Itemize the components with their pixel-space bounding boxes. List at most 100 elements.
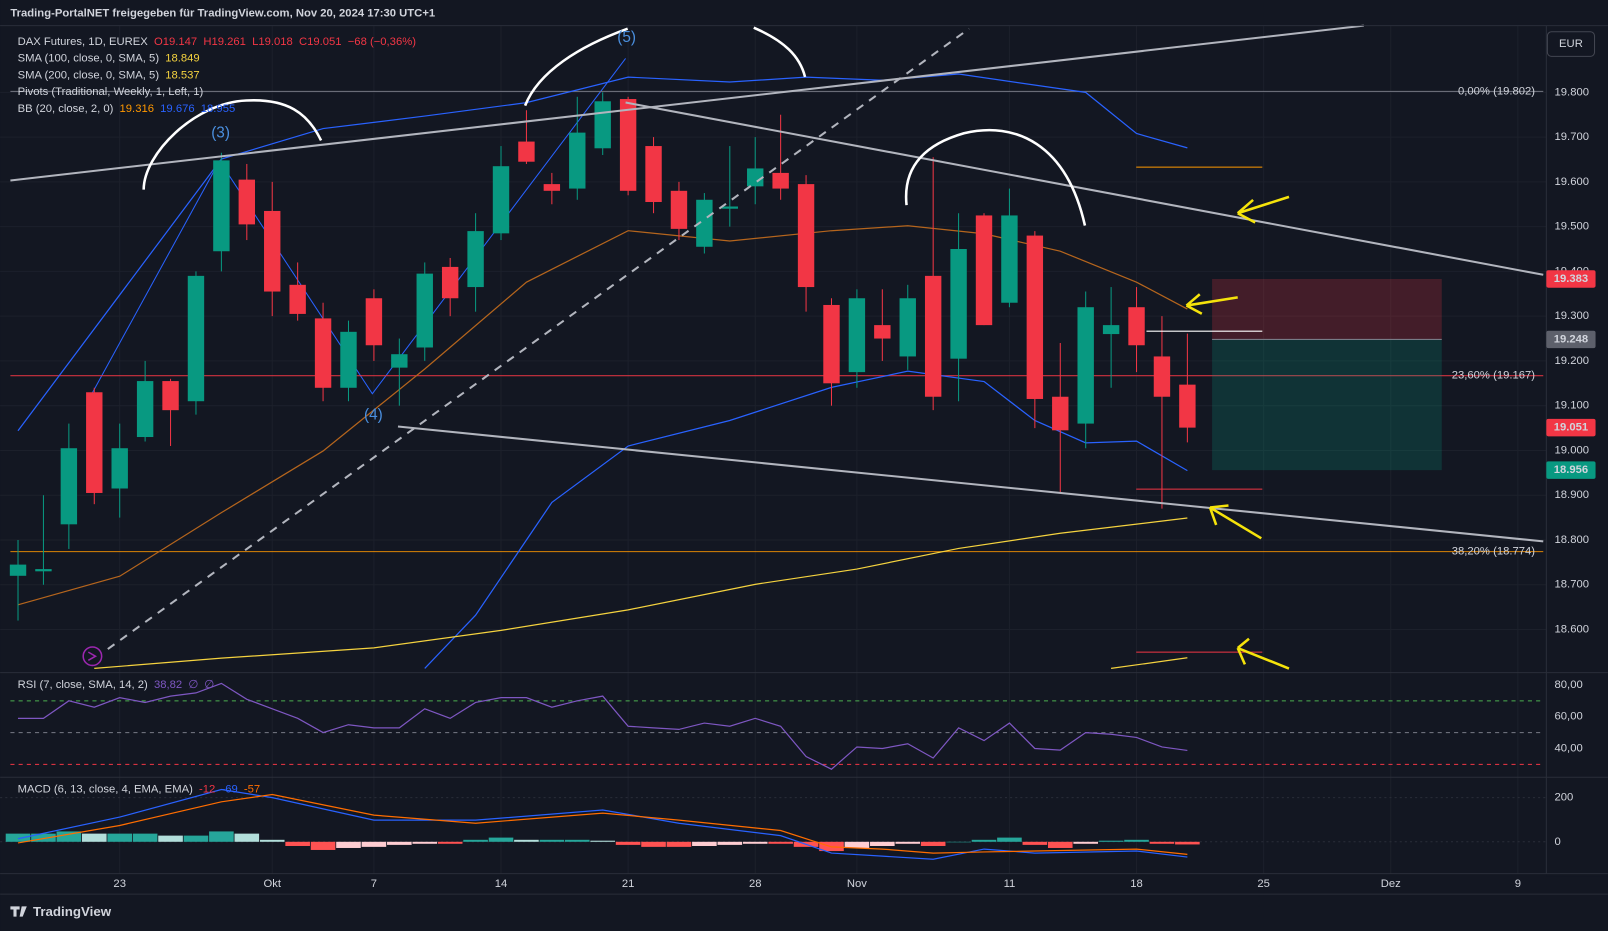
x-tick-label: 9 [1515, 878, 1521, 890]
price-axis-bg [1546, 25, 1608, 877]
brand: TradingView [33, 904, 112, 919]
legend-line: Pivots (Traditional, Weekly, 1, Left, 1) [18, 86, 204, 98]
candle-body [619, 99, 637, 191]
currency-button[interactable] [1546, 31, 1596, 57]
histogram-bar [387, 841, 412, 845]
brand-logo [10, 906, 27, 917]
candle-body [136, 381, 154, 438]
candle-body [289, 284, 306, 314]
arrow [1208, 504, 1262, 540]
legend-value: 18.537 [165, 69, 199, 81]
histogram-bar [81, 833, 107, 842]
y-tick-label: 19.100 [1555, 400, 1589, 412]
candle-body [162, 381, 179, 411]
axes: Trading-PortalNET freigegeben für Tradin… [0, 7, 1608, 919]
overlay-line [94, 517, 1188, 670]
histogram-bar [488, 837, 514, 842]
price-marker [1546, 418, 1596, 437]
overlay-line [1111, 657, 1188, 670]
pane-title: MACD (6, 13, close, 4, EMA, EMA) [18, 783, 194, 795]
ohlc-value: L19.018 [252, 36, 293, 48]
histogram-bar [209, 831, 234, 842]
y-tick-label: 18.600 [1555, 623, 1589, 635]
candle-body [1153, 356, 1171, 397]
candle-body [264, 210, 281, 292]
wave-label: (3) [211, 124, 230, 141]
ohlc-value: O19.147 [154, 36, 197, 48]
histogram-bar [564, 839, 590, 842]
legend-line: SMA (100, close, 0, SMA, 5) 18.849 [18, 52, 200, 64]
y-tick-label: 19.600 [1555, 176, 1589, 188]
ohlc-value: C19.051 [299, 36, 342, 48]
candle-body [594, 101, 611, 149]
candle-body [213, 160, 230, 252]
histogram-bar [895, 841, 921, 844]
histogram-bar [183, 835, 209, 842]
icon [82, 646, 103, 667]
candle-body [823, 304, 840, 384]
y-tick-label: 18.800 [1555, 534, 1589, 546]
histogram-bar [997, 837, 1022, 842]
drawings: (3) (4) (5) [10, 24, 1544, 670]
ohlc-value: H19.261 [203, 36, 246, 48]
candle-body [467, 231, 484, 288]
x-tick-label: 25 [1257, 878, 1270, 890]
macd-line [17, 793, 1188, 856]
candles [9, 92, 1196, 621]
candle-body [874, 325, 891, 339]
legend-value: 18.849 [165, 52, 199, 64]
currency[interactable]: EUR [1559, 38, 1583, 50]
y-tick-label: 40,00 [1555, 742, 1583, 754]
y-tick-label: 18.900 [1555, 489, 1589, 501]
x-tick-label: 23 [113, 878, 126, 890]
fib-label: 38,20% (18.774) [1452, 546, 1536, 558]
price-marker [1546, 330, 1596, 349]
candle-body [1179, 384, 1196, 428]
histogram-bar [107, 833, 133, 842]
price-marker-label: 19.051 [1554, 422, 1588, 434]
trend-line [625, 101, 1544, 276]
histogram-bar [539, 839, 565, 842]
candle-body [492, 166, 510, 234]
histogram-bar [717, 841, 743, 845]
x-tick-label: 11 [1004, 878, 1016, 890]
histogram-bar [971, 839, 997, 842]
hand-drawing [523, 27, 629, 107]
x-tick-label: 28 [749, 878, 762, 890]
candle-body [35, 569, 52, 572]
stop-zone [1212, 279, 1442, 340]
candle-body [950, 249, 967, 359]
candle-body [696, 199, 713, 247]
candle-body [238, 179, 256, 225]
candle-body [848, 298, 866, 373]
y-tick-label: 19.700 [1555, 131, 1589, 143]
x-tick-label: Nov [847, 878, 867, 890]
pane-value: -69 [221, 783, 237, 795]
candle-body [518, 141, 535, 162]
candle-body [899, 298, 916, 357]
y-tick-label: 80,00 [1555, 679, 1583, 691]
y-tick-label: 60,00 [1555, 711, 1583, 723]
candle-body [9, 564, 27, 576]
legend-name: BB (20, close, 2, 0) [18, 103, 114, 115]
pane-value: -57 [244, 783, 260, 795]
candle-body [975, 215, 993, 326]
histogram-bar [437, 841, 463, 844]
candle-body [111, 448, 128, 489]
histogram-bar [259, 839, 285, 842]
y-tick-label: 19.500 [1555, 221, 1589, 233]
candle-body [747, 168, 764, 187]
fib-label: 0,00% (19.802) [1458, 85, 1535, 97]
pane-value: ∅ [188, 679, 198, 691]
candle-body [797, 184, 815, 288]
candle-body [1001, 215, 1018, 303]
histogram-bar [234, 833, 260, 842]
histogram-bar [56, 831, 82, 842]
histogram-bar [870, 841, 895, 846]
histogram-bar [158, 835, 183, 842]
pane-value: ∅ [204, 679, 214, 691]
overlay-line [424, 370, 1188, 669]
histogram-bar [336, 841, 361, 848]
